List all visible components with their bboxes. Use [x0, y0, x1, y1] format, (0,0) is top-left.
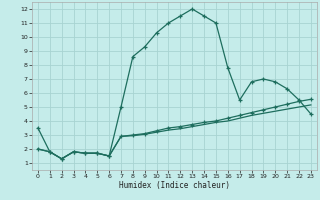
X-axis label: Humidex (Indice chaleur): Humidex (Indice chaleur) — [119, 181, 230, 190]
